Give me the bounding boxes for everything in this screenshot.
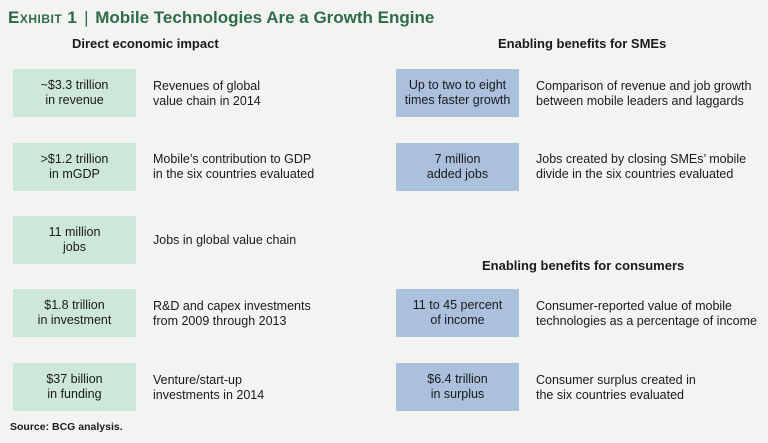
added-jobs-box: 7 million added jobs [396,143,519,191]
mgdp-value: >$1.2 trillion in mGDP [40,152,109,181]
exhibit-title: Exhibit 1 | Mobile Technologies Are a Gr… [8,8,434,28]
revenue-value: ~$3.3 trillion in revenue [40,78,109,107]
investment-value: $1.8 trillion in investment [37,298,112,327]
mgdp-box: >$1.2 trillion in mGDP [13,143,136,191]
source-note: Source: BCG analysis. [10,421,123,433]
mgdp-desc: Mobile’s contribution to GDP in the six … [153,152,315,181]
funding-value: $37 billion in funding [46,372,103,401]
funding-desc: Venture/start-up investments in 2014 [153,373,265,402]
funding-box: $37 billion in funding [13,363,136,411]
surplus-desc: Consumer surplus created in the six coun… [536,373,696,402]
exhibit-title-text: Mobile Technologies Are a Growth Engine [95,8,435,27]
income-value: 11 to 45 percent of income [412,298,503,327]
surplus-box: $6.4 trillion in surplus [396,363,519,411]
title-separator: | [84,8,89,27]
smes-heading: Enabling benefits for SMEs [498,36,667,51]
investment-desc: R&D and capex investments from 2009 thro… [153,299,311,328]
added-jobs-value: 7 million added jobs [426,152,489,181]
consumers-heading: Enabling benefits for consumers [482,258,685,273]
growth-box: Up to two to eight times faster growth [396,69,519,117]
revenue-box: ~$3.3 trillion in revenue [13,69,136,117]
exhibit-label: Exhibit 1 [8,8,78,27]
surplus-value: $6.4 trillion in surplus [427,372,488,401]
jobs-value: 11 million jobs [48,225,101,254]
growth-value: Up to two to eight times faster growth [404,78,511,107]
direct-impact-heading: Direct economic impact [72,36,219,51]
growth-desc: Comparison of revenue and job growth bet… [536,79,752,108]
revenue-desc: Revenues of global value chain in 2014 [153,79,261,108]
added-jobs-desc: Jobs created by closing SMEs’ mobile div… [536,152,747,181]
jobs-desc: Jobs in global value chain [153,233,297,247]
jobs-box: 11 million jobs [13,216,136,264]
investment-box: $1.8 trillion in investment [13,289,136,337]
income-desc: Consumer-reported value of mobile techno… [536,299,757,328]
income-box: 11 to 45 percent of income [396,289,519,337]
